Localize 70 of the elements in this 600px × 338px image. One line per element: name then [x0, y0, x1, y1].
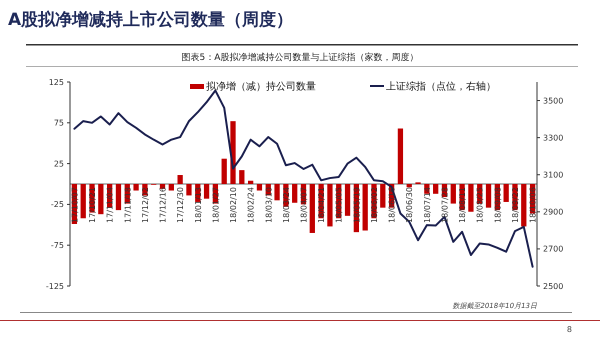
x-tick-label: 18/07/14 [422, 187, 432, 223]
x-tick-label: 18/03/10 [264, 187, 274, 223]
bar [344, 184, 350, 216]
bar [398, 128, 404, 184]
x-tick-label: 18/04/21 [317, 187, 326, 223]
text: 8 [566, 325, 572, 334]
x-tick-label: 18/10/06 [528, 187, 538, 223]
x-tick-label: 18/01/27 [211, 187, 220, 223]
bar [256, 184, 262, 191]
chart-subtitle: 图表5：A股拟净增减持公司数量与上证综指（家数，周度） [182, 52, 418, 63]
y2-tick-label: 2500 [543, 282, 564, 291]
bar [239, 170, 244, 184]
x-tick-label: 18/04/07 [300, 187, 308, 223]
x-tick-label: 18/08/11 [458, 187, 468, 223]
x-tick-label: 17/11/18 [123, 187, 132, 223]
bar [248, 180, 254, 184]
bar [292, 184, 298, 203]
chart-title: A股拟净增减持上市公司数量（周度） [8, 10, 294, 30]
bar [98, 184, 104, 214]
x-tick-label: 18/02/24 [246, 187, 256, 223]
x-tick-label: 18/06/30 [405, 187, 414, 223]
y2-tick-label: 3300 [543, 133, 564, 142]
bar [380, 184, 386, 208]
bar [362, 184, 368, 231]
x-tick-label: 17/10/21 [88, 187, 98, 223]
bar [178, 175, 183, 184]
y2-tick-label: 3500 [543, 96, 564, 106]
y-tick-label: 75 [54, 118, 64, 128]
bar [133, 184, 139, 191]
y-tick-label: -25 [50, 200, 64, 210]
bar [433, 184, 438, 194]
y-tick-label: 125 [48, 78, 64, 87]
x-tick-label: 18/08/25 [476, 187, 485, 223]
bar [204, 184, 210, 199]
x-tick-label: 17/11/04 [106, 187, 115, 223]
x-tick-label: 17/12/02 [140, 187, 150, 223]
legend-label: 拟净增（减）持公司数量 [206, 80, 316, 92]
bar [504, 184, 509, 202]
bar [80, 184, 86, 218]
x-tick-label: 18/06/16 [388, 187, 397, 223]
x-tick-label: 18/06/02 [370, 187, 379, 223]
bar [406, 184, 412, 188]
legend-label: 上证综指（点位，右轴） [386, 80, 496, 92]
y-tick-label: -125 [46, 282, 64, 291]
bar [327, 184, 333, 226]
bar [310, 184, 315, 233]
x-tick-label: 17/10/07 [70, 187, 80, 223]
bar [168, 184, 174, 191]
bar [486, 184, 492, 208]
y-tick-label: 25 [54, 159, 64, 168]
bar [450, 184, 456, 204]
bar [186, 184, 192, 196]
x-tick-label: 18/09/08 [493, 187, 502, 223]
x-tick-label: 18/09/22 [510, 187, 520, 223]
x-tick-label: 18/05/19 [352, 187, 362, 223]
bar [521, 184, 526, 226]
bar [274, 184, 280, 200]
y-tick-label: -75 [50, 241, 64, 250]
x-tick-label: 18/02/10 [229, 187, 238, 223]
x-tick-label: 18/05/05 [334, 187, 344, 223]
x-tick-label: 18/03/24 [282, 187, 291, 223]
x-tick-label: 18/01/13 [194, 187, 203, 223]
x-tick-label: 17/12/30 [176, 187, 186, 223]
y2-tick-label: 3100 [543, 170, 564, 180]
bar [468, 184, 474, 212]
y2-tick-label: 2700 [543, 244, 564, 254]
bar [222, 158, 227, 184]
bar [116, 184, 122, 210]
y2-tick-label: 2900 [543, 208, 564, 217]
x-tick-label: 17/12/16 [158, 187, 168, 223]
